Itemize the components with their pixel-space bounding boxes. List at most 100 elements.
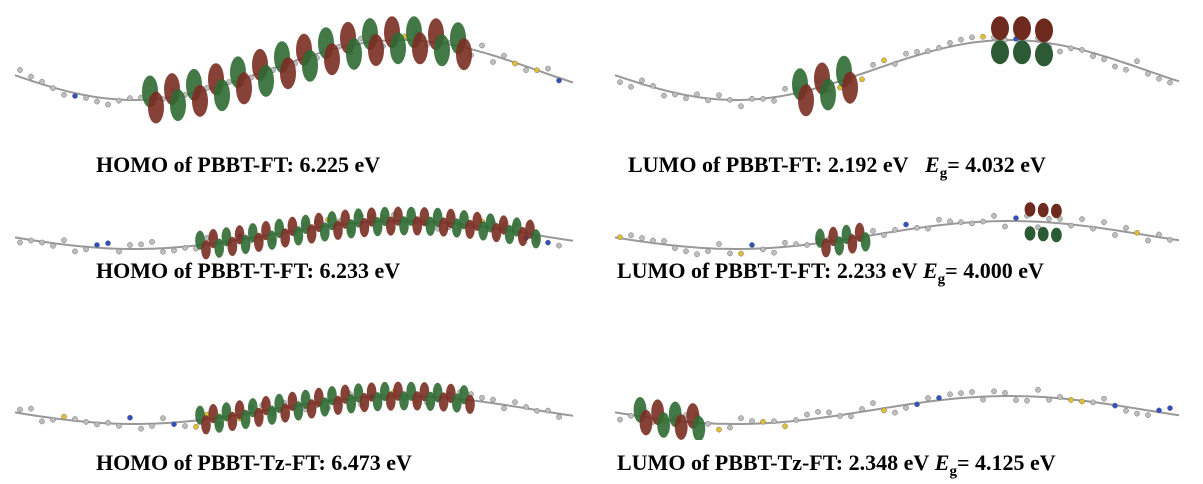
atom bbox=[903, 222, 908, 227]
atom bbox=[28, 238, 33, 243]
caption: HOMO of PBBT-T-FT: 6.233 eV bbox=[96, 258, 400, 284]
atom bbox=[661, 93, 666, 98]
atom bbox=[501, 406, 506, 411]
orbital-lobe bbox=[657, 412, 670, 438]
atom bbox=[105, 420, 110, 425]
atom bbox=[661, 238, 666, 243]
atom bbox=[28, 74, 33, 79]
atom bbox=[94, 422, 99, 427]
atom bbox=[534, 68, 539, 73]
atom bbox=[705, 249, 710, 254]
atom bbox=[523, 404, 528, 409]
orbital-lobe bbox=[346, 38, 362, 70]
atom bbox=[1167, 406, 1172, 411]
atom bbox=[771, 98, 776, 103]
atom bbox=[716, 427, 721, 432]
atom bbox=[171, 248, 176, 253]
atom bbox=[815, 409, 820, 414]
atom bbox=[1090, 400, 1095, 405]
atom bbox=[958, 37, 963, 42]
atom bbox=[17, 240, 22, 245]
orbital-lobe bbox=[236, 72, 252, 104]
caption-text: LUMO of PBBT-Tz-FT: 2.348 eV bbox=[617, 450, 929, 475]
atom bbox=[782, 240, 787, 245]
atom bbox=[1112, 403, 1117, 408]
atom bbox=[61, 414, 66, 419]
atom bbox=[1046, 216, 1051, 221]
orbital-lobe bbox=[640, 410, 653, 436]
atom bbox=[138, 426, 143, 431]
atom bbox=[1079, 217, 1084, 222]
atom bbox=[83, 95, 88, 100]
atom bbox=[969, 389, 974, 394]
atom bbox=[947, 40, 952, 45]
orbital-lobe bbox=[991, 16, 1009, 40]
atom bbox=[72, 249, 77, 254]
gap-symbol: E bbox=[923, 258, 938, 283]
atom bbox=[1145, 71, 1150, 76]
caption: LUMO of PBBT-T-FT: 2.233 eV Eg= 4.000 eV bbox=[617, 258, 1044, 288]
atom bbox=[479, 43, 484, 48]
atom bbox=[94, 99, 99, 104]
atom bbox=[628, 233, 633, 238]
gap-symbol: E bbox=[935, 450, 950, 475]
orbital-lobe bbox=[820, 79, 836, 111]
atom bbox=[1167, 237, 1172, 242]
atom bbox=[837, 413, 842, 418]
atom bbox=[727, 425, 732, 430]
atom bbox=[881, 408, 886, 413]
atom bbox=[716, 93, 721, 98]
atom bbox=[556, 243, 561, 248]
orbital-lobe bbox=[798, 84, 814, 116]
atom bbox=[969, 35, 974, 40]
atom bbox=[72, 416, 77, 421]
atom bbox=[683, 96, 688, 101]
gap-subscript: g bbox=[949, 463, 957, 479]
atom bbox=[958, 220, 963, 225]
atom bbox=[1035, 387, 1040, 392]
orbital-lobe bbox=[861, 232, 871, 251]
atom bbox=[683, 249, 688, 254]
atom bbox=[705, 421, 710, 426]
atom bbox=[628, 413, 633, 418]
atom bbox=[1057, 49, 1062, 54]
atom bbox=[914, 225, 919, 230]
atom bbox=[1002, 390, 1007, 395]
atom bbox=[72, 93, 77, 98]
atom bbox=[738, 251, 743, 256]
atom bbox=[804, 412, 809, 417]
atom bbox=[116, 423, 121, 428]
atom bbox=[738, 416, 743, 421]
atom bbox=[870, 228, 875, 233]
atom bbox=[760, 247, 765, 252]
caption-text: LUMO of PBBT-FT: 2.192 eV bbox=[628, 152, 909, 177]
caption-text: HOMO of PBBT-FT: 6.225 eV bbox=[96, 152, 380, 177]
atom bbox=[105, 102, 110, 107]
atom bbox=[50, 243, 55, 248]
orbital-lobe bbox=[842, 72, 858, 104]
orbital-lobe bbox=[280, 57, 296, 89]
atom bbox=[1123, 225, 1128, 230]
caption: LUMO of PBBT-Tz-FT: 2.348 eV Eg= 4.125 e… bbox=[617, 450, 1056, 480]
atom bbox=[138, 242, 143, 247]
atom bbox=[61, 238, 66, 243]
orbital-lobe bbox=[465, 395, 475, 414]
atom bbox=[980, 397, 985, 402]
atom bbox=[1057, 394, 1062, 399]
orbital-lobe bbox=[456, 38, 472, 70]
atom bbox=[160, 416, 165, 421]
caption-text: LUMO of PBBT-T-FT: 2.233 eV bbox=[617, 258, 917, 283]
atom bbox=[1156, 408, 1161, 413]
atom bbox=[760, 419, 765, 424]
atom bbox=[639, 235, 644, 240]
atom bbox=[50, 86, 55, 91]
atom bbox=[925, 226, 930, 231]
orbital-lobe bbox=[531, 229, 541, 248]
orbital-lobe bbox=[258, 65, 274, 97]
atom bbox=[936, 395, 941, 400]
atom bbox=[28, 406, 33, 411]
orbital-lobe bbox=[192, 85, 208, 117]
atom bbox=[501, 53, 506, 58]
atom bbox=[1156, 232, 1161, 237]
orbital-image bbox=[600, 300, 1200, 440]
